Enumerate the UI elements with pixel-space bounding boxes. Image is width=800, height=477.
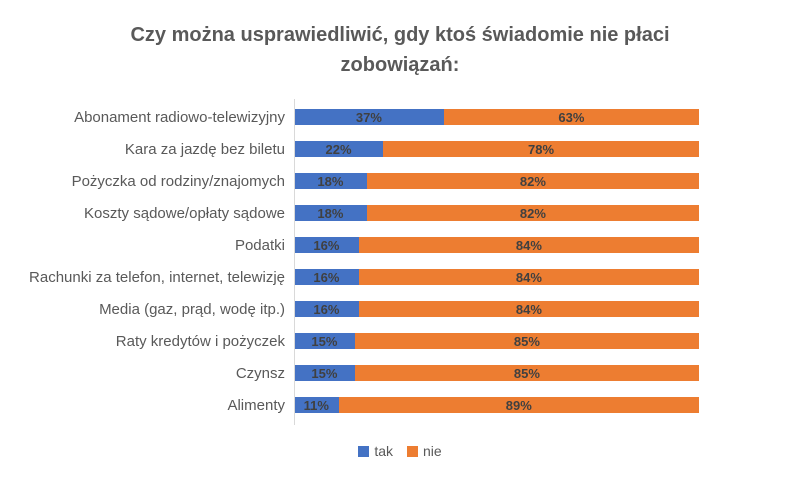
bar-segment-nie: 82% [366,205,699,221]
chart-title: Czy można usprawiedliwić, gdy ktoś świad… [130,24,670,76]
bar-track: 22% 78% [294,141,699,157]
data-label: 84% [515,269,542,285]
bar-segment-tak: 16% [294,237,359,253]
data-label: 82% [519,173,546,189]
bar-segment-tak: 16% [294,269,359,285]
data-label: 85% [513,365,540,381]
chart-row: Kara za jazdę bez biletu 22% 78% [0,133,699,165]
data-label: 16% [313,301,340,317]
legend-label-tak: tak [374,443,393,459]
category-label: Podatki [234,236,285,254]
legend: tak nie [0,443,800,459]
data-label: 18% [317,173,344,189]
bar-segment-nie: 82% [366,173,699,189]
bar-segment-tak: 15% [294,333,355,349]
bar-track: 11% 89% [294,397,699,413]
bar-track: 37% 63% [294,109,699,125]
bar-segment-tak: 11% [294,397,339,413]
legend-item-nie: nie [407,443,442,459]
chart-row: Rachunki za telefon, internet, telewizję… [0,261,699,293]
data-label: 16% [313,237,340,253]
legend-label-nie: nie [423,443,442,459]
chart-row: Abonament radiowo-telewizyjny 37% 63% [0,101,699,133]
data-label: 11% [303,397,329,413]
bar-segment-tak: 18% [294,205,367,221]
bar-track: 18% 82% [294,173,699,189]
bar-segment-tak: 22% [294,141,384,157]
data-label: 85% [513,333,540,349]
plot-area: Abonament radiowo-telewizyjny 37% 63% Kara … [0,99,699,425]
bar-segment-nie: 85% [354,365,699,381]
bar-segment-nie: 84% [358,301,699,317]
bar-segment-nie: 85% [354,333,699,349]
category-label: Media (gaz, prąd, wodę itp.) [99,300,285,318]
data-label: 84% [515,237,542,253]
data-label: 15% [311,365,338,381]
data-label: 37% [355,109,382,125]
legend-item-tak: tak [358,443,393,459]
bar-segment-nie: 84% [358,237,699,253]
data-label: 16% [313,269,340,285]
bar-track: 16% 84% [294,269,699,285]
bar-segment-tak: 16% [294,301,359,317]
bar-track: 16% 84% [294,237,699,253]
bar-segment-nie: 89% [338,397,699,413]
data-label: 63% [558,109,585,125]
category-label: Kara za jazdę bez biletu [124,140,285,158]
bar-segment-nie: 78% [383,141,699,157]
bar-segment-tak: 37% [294,109,444,125]
bar-segment-nie: 84% [358,269,699,285]
data-label: 18% [317,205,344,221]
category-label: Abonament radiowo-telewizyjny [74,108,285,126]
bar-segment-tak: 18% [294,173,367,189]
legend-swatch-tak [358,445,370,457]
bar-segment-tak: 15% [294,365,355,381]
category-label: Czynsz [235,364,285,382]
bar-track: 16% 84% [294,301,699,317]
data-label: 78% [528,141,555,157]
data-label: 89% [505,397,532,413]
bar-rows: Abonament radiowo-telewizyjny 37% 63% Kara … [0,101,699,421]
category-label: Koszty sądowe/opłaty sądowe [84,204,285,222]
category-label: Alimenty [227,396,285,414]
data-label: 84% [515,301,542,317]
chart-row: Media (gaz, prąd, wodę itp.) 16% 84% [0,293,699,325]
category-label: Raty kredytów i pożyczek [115,332,285,350]
bar-track: 18% 82% [294,205,699,221]
category-axis-line [294,99,295,425]
legend-swatch-nie [407,445,418,457]
bar-track: 15% 85% [294,333,699,349]
category-label: Rachunki za telefon, internet, telewizję [29,268,285,286]
bar-track: 15% 85% [294,365,699,381]
chart-row: Koszty sądowe/opłaty sądowe 18% 82% [0,197,699,229]
chart-row: Podatki 16% 84% [0,229,699,261]
data-label: 22% [325,141,352,157]
bar-segment-nie: 63% [443,109,699,125]
category-label: Pożyczka od rodziny/znajomych [71,172,285,190]
chart-row: Raty kredytów i pożyczek 15% 85% [0,325,699,357]
chart-row: Czynsz 15% 85% [0,357,699,389]
data-label: 15% [311,333,338,349]
data-label: 82% [519,205,546,221]
chart-row: Alimenty 11% 89% [0,389,699,421]
chart-row: Pożyczka od rodziny/znajomych 18% 82% [0,165,699,197]
